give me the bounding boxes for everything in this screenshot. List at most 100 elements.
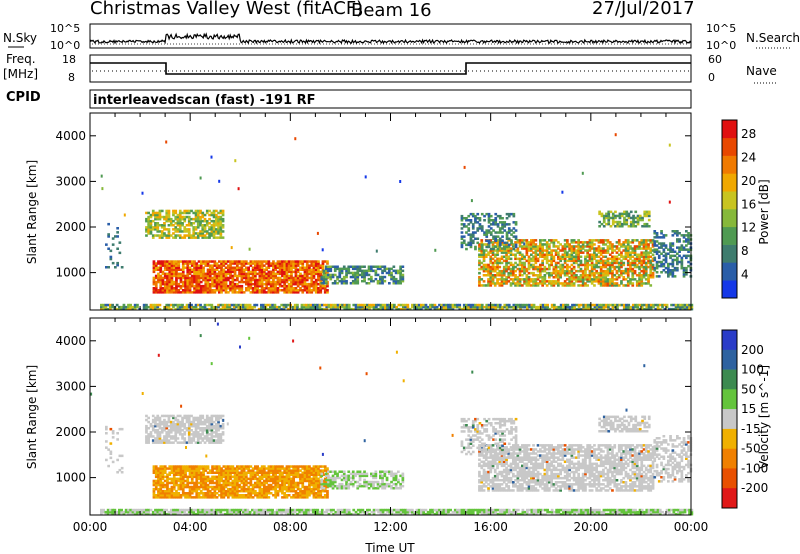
heatmap-cell — [176, 414, 180, 418]
heatmap-cell — [566, 271, 569, 275]
heatmap-cell — [485, 305, 489, 309]
heatmap-cell — [365, 273, 369, 277]
colorbar-tick-label: 12 — [741, 221, 756, 235]
heatmap-cell — [629, 216, 633, 220]
heatmap-cell — [202, 276, 205, 280]
heatmap-cell — [541, 508, 545, 512]
heatmap-cell — [561, 267, 565, 271]
heatmap-cell — [557, 284, 560, 287]
heatmap-cell — [226, 303, 229, 307]
heatmap-cell — [653, 242, 657, 245]
y-tick-label: 3000 — [55, 174, 86, 188]
heatmap-cell — [598, 305, 601, 309]
heatmap-cell — [269, 287, 273, 290]
heatmap-cell — [553, 510, 556, 514]
heatmap-cell — [107, 235, 110, 238]
heatmap-cell — [590, 267, 594, 271]
beam-label: Beam 16 — [351, 0, 432, 21]
heatmap-cell — [149, 232, 153, 235]
heatmap-cell — [394, 269, 398, 273]
heatmap-cell — [282, 303, 286, 307]
heatmap-cell — [176, 437, 180, 440]
heatmap-cell — [645, 512, 649, 516]
heatmap-cell — [347, 508, 351, 512]
heatmap-cell — [420, 303, 423, 307]
heatmap-cell — [229, 260, 232, 263]
heatmap-cell — [420, 508, 423, 512]
heatmap-cell — [303, 284, 307, 288]
heatmap-cell — [370, 279, 373, 283]
heatmap-cell — [356, 277, 360, 281]
heatmap-cell — [254, 276, 257, 280]
heatmap-cell — [258, 276, 262, 280]
heatmap-cell — [563, 251, 567, 254]
heatmap-cell — [359, 510, 362, 514]
heatmap-cell — [145, 441, 148, 444]
heatmap-cell — [184, 291, 187, 294]
heatmap-cell — [219, 219, 223, 223]
heatmap-cell — [183, 307, 187, 311]
heatmap-cell — [676, 230, 679, 233]
heatmap-cell — [154, 228, 157, 231]
nsky-line — [89, 32, 692, 45]
heatmap-cell — [626, 255, 630, 258]
heatmap-cell — [229, 284, 232, 288]
heatmap-cell — [478, 276, 481, 279]
heatmap-cell — [514, 241, 517, 244]
heatmap-cell — [424, 512, 428, 516]
heatmap-cell — [251, 262, 255, 265]
heatmap-cell — [640, 510, 644, 514]
heatmap-cell — [690, 305, 694, 309]
heatmap-cell — [496, 282, 499, 285]
heatmap-cell — [651, 239, 655, 242]
heatmap-cell — [550, 261, 553, 265]
heatmap-cell — [264, 512, 268, 516]
heatmap-cell — [673, 269, 677, 272]
heatmap-cell — [613, 259, 617, 263]
heatmap-cell — [618, 510, 622, 514]
heatmap-cell — [593, 271, 596, 275]
heatmap-cell — [478, 223, 482, 226]
heatmap-cell — [177, 289, 181, 292]
heatmap-cell — [658, 508, 662, 512]
heatmap-cell — [590, 269, 594, 273]
heatmap-cell — [604, 303, 608, 307]
heatmap-cell — [233, 262, 237, 265]
heatmap-cell — [620, 214, 624, 218]
heatmap-cell — [638, 274, 641, 277]
heatmap-cell — [205, 219, 209, 223]
heatmap-cell — [354, 271, 357, 275]
power-colorbar-label: Power [dB] — [757, 179, 771, 244]
heatmap-cell — [568, 243, 571, 246]
heatmap-cell — [559, 512, 563, 516]
heatmap-cell — [336, 303, 340, 307]
heatmap-cell — [253, 508, 256, 512]
heatmap-cell — [185, 303, 189, 307]
heatmap-cell — [668, 508, 671, 512]
heatmap-cell — [632, 216, 635, 220]
heatmap-cell — [611, 249, 614, 252]
heatmap-cell — [316, 305, 320, 309]
heatmap-cell — [660, 252, 663, 255]
heatmap-cell — [167, 228, 171, 231]
heatmap-cell — [100, 508, 103, 512]
heatmap-cell — [161, 289, 165, 292]
heatmap-cell — [602, 225, 606, 228]
heatmap-cell — [487, 241, 491, 245]
heatmap-cell — [625, 512, 628, 516]
heatmap-cell — [172, 424, 175, 428]
heatmap-cell — [291, 307, 295, 311]
heatmap-cell — [480, 255, 484, 258]
heatmap-cell — [205, 222, 209, 225]
heatmap-cell — [665, 305, 669, 309]
heatmap-cell — [688, 512, 691, 516]
y-tick-label: 4000 — [55, 129, 86, 143]
heatmap-cell — [158, 437, 162, 440]
heatmap-cell — [151, 414, 155, 418]
heatmap-cell — [620, 265, 623, 269]
heatmap-cell — [682, 271, 686, 274]
heatmap-cell — [333, 265, 337, 268]
heatmap-cell — [186, 287, 190, 290]
heatmap-cell — [224, 512, 227, 516]
heatmap-cell — [311, 510, 315, 514]
